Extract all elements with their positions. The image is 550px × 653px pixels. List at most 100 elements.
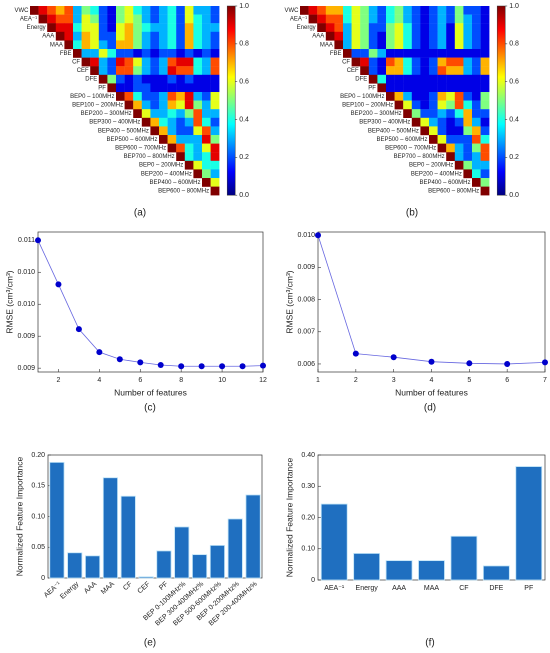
heatmap-cell	[480, 135, 490, 144]
heatmap-cell	[463, 6, 473, 15]
heatmap-cell	[317, 6, 326, 15]
heatmap-cell	[81, 40, 91, 50]
heatmap-cell	[368, 40, 378, 50]
heatmap-cell	[334, 40, 344, 50]
heatmap-cell	[202, 74, 211, 84]
bar	[156, 550, 172, 579]
heatmap-cell	[394, 100, 404, 110]
heatmap-cell	[325, 14, 335, 24]
heatmap-cell	[429, 49, 438, 58]
heatmap-cell	[360, 14, 369, 24]
heatmap-cell	[98, 23, 108, 32]
y-tick-label: 0.010	[17, 301, 35, 308]
heatmap-cell	[193, 6, 203, 15]
heatmap-cell	[429, 57, 438, 67]
y-tick-label: 0	[311, 577, 315, 584]
colorbar-tick-label: 1.0	[239, 3, 249, 10]
heatmap-cell	[351, 57, 361, 67]
heatmap-cell	[210, 152, 220, 161]
heatmap-cell	[472, 92, 481, 101]
heatmap-cell	[202, 6, 211, 15]
panel-label: (e)	[144, 638, 156, 649]
heatmap-cell	[351, 31, 361, 41]
row-label: BEP200 – 300MHz	[81, 111, 132, 117]
heatmap-cell	[429, 23, 438, 32]
row-label: BEP200 – 300MHz	[351, 111, 402, 117]
heatmap-cell	[81, 49, 91, 58]
heatmap-cell	[463, 49, 473, 58]
x-tick-label: 4	[97, 377, 101, 384]
x-tick-label: 5	[467, 377, 471, 384]
heatmap-cell	[394, 92, 404, 101]
heatmap-cell	[124, 74, 134, 84]
panel-label: (a)	[134, 208, 146, 219]
heatmap-cell	[184, 83, 194, 93]
heatmap-cell	[210, 23, 220, 32]
heatmap-cell	[98, 40, 108, 50]
row-label: BEP300 – 400MHz	[359, 120, 410, 126]
bar	[450, 535, 478, 581]
heatmap-cell	[360, 23, 369, 32]
heatmap-cell	[210, 186, 220, 196]
heatmap-cell	[446, 83, 455, 93]
row-label: BEP700 – 800MHz	[394, 154, 445, 160]
heatmap-cell	[463, 83, 473, 93]
heatmap-cell	[150, 117, 160, 127]
data-point	[466, 360, 473, 367]
heatmap-cell	[472, 160, 481, 170]
heatmap-cell	[463, 57, 473, 67]
heatmap-cell	[159, 100, 168, 110]
heatmap-cell	[386, 92, 395, 101]
heatmap-cell	[193, 66, 203, 75]
heatmap-cell	[107, 40, 117, 50]
heatmap-cell	[368, 31, 378, 41]
x-tick-label: CF	[459, 585, 468, 592]
y-tick-label: 0.20	[301, 514, 315, 521]
heatmap-cell	[202, 169, 211, 179]
heatmap-cell	[343, 31, 352, 41]
heatmap-cell	[159, 6, 168, 15]
row-label: BEP300 – 400MHz	[89, 120, 140, 126]
heatmap-cell	[193, 117, 203, 127]
data-point	[352, 350, 359, 357]
heatmap-cell	[98, 6, 108, 15]
heatmap-cell	[437, 6, 447, 15]
data-point	[137, 359, 144, 366]
series-line	[317, 235, 546, 365]
x-tick-label: AAA	[83, 580, 98, 595]
heatmap-cell	[81, 6, 91, 15]
heatmap-cell	[386, 66, 395, 75]
heatmap-cell	[159, 49, 168, 58]
heatmap-cell	[81, 57, 91, 67]
heatmap-cell	[480, 169, 490, 179]
heatmap-cell	[116, 74, 125, 84]
heatmap-cell	[386, 57, 395, 67]
heatmap-cell	[403, 92, 412, 101]
heatmap-cell	[394, 23, 404, 32]
heatmap-cell	[90, 49, 99, 58]
heatmap-cell	[343, 6, 352, 15]
heatmap-cell	[184, 14, 194, 24]
x-tick-label: 10	[218, 377, 226, 384]
row-label: BEP500 – 600MHz	[376, 137, 427, 143]
heatmap-cell	[368, 57, 378, 67]
heatmap-cell	[90, 23, 99, 32]
heatmap-cell	[437, 40, 447, 50]
heatmap-cell	[463, 152, 473, 161]
heatmap-cell	[176, 66, 185, 75]
heatmap-cell	[429, 74, 438, 84]
heatmap-cell	[472, 178, 481, 187]
heatmap-cell	[403, 66, 412, 75]
row-label: BEP600 – 800MHz	[158, 188, 209, 194]
bar	[138, 576, 154, 579]
heatmap-cell	[411, 109, 421, 118]
heatmap-cell	[150, 40, 160, 50]
panel-label: (b)	[406, 208, 418, 219]
heatmap-cell	[480, 66, 490, 75]
heatmap-cell	[420, 23, 430, 32]
heatmap-cell	[73, 6, 82, 15]
x-tick-label: MAA	[100, 580, 116, 596]
heatmap-cell	[159, 14, 168, 24]
heatmap-cell	[141, 100, 151, 110]
heatmap-cell	[193, 169, 203, 179]
